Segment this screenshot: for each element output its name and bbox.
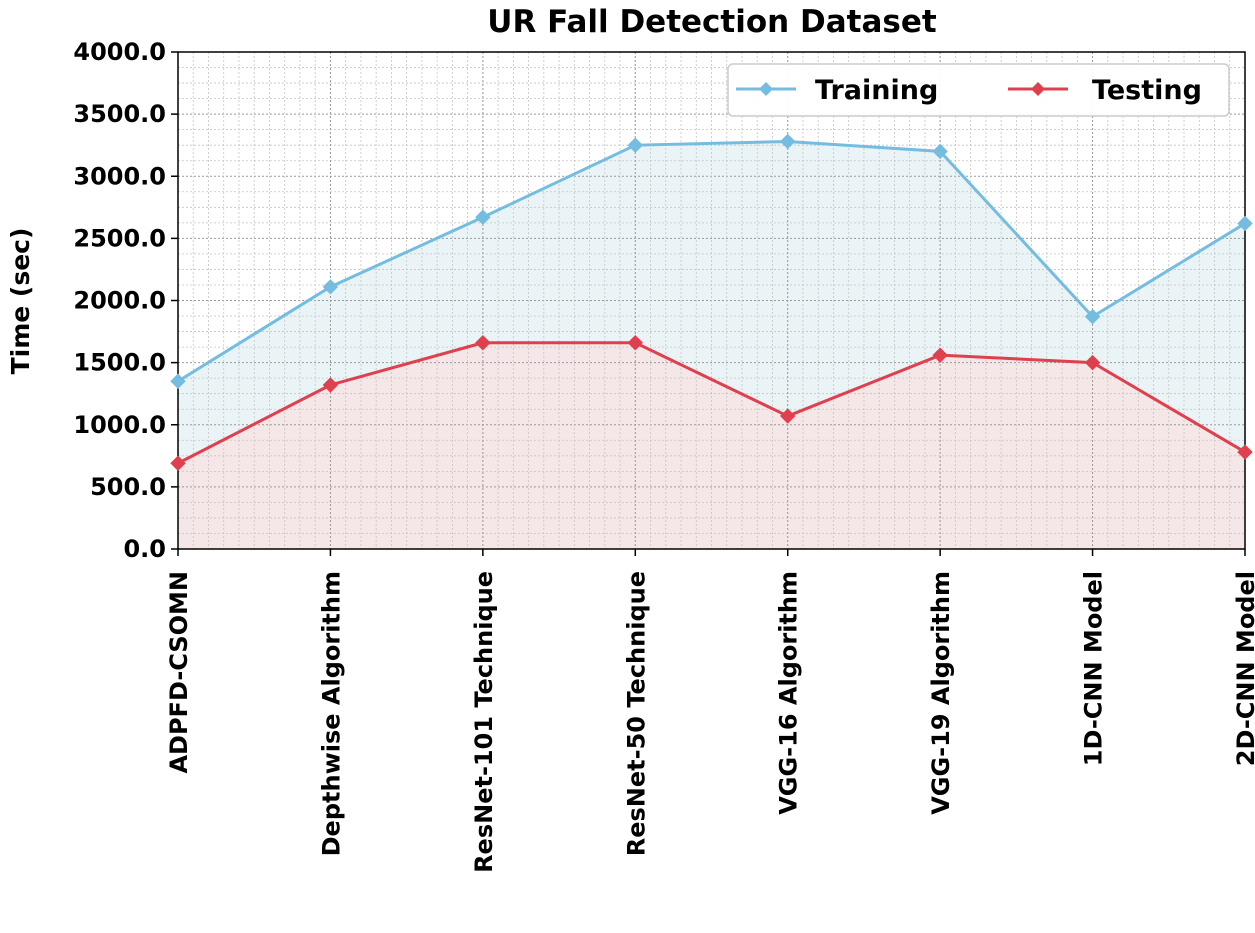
data-point-testing: [1237, 444, 1253, 460]
series-line-training: [177, 139, 1246, 383]
x-axis: ADPFD-CSOMN Depthwise Algorithm ResNet-101…: [165, 549, 1255, 873]
data-point-training: [475, 209, 491, 225]
y-tick-label: 4000.0: [73, 38, 166, 66]
y-tick-label: 0.0: [123, 535, 166, 563]
y-tick-label: 500.0: [90, 473, 166, 501]
y-tick-label: 1000.0: [73, 411, 166, 439]
legend-marker-testing: [1031, 82, 1045, 96]
data-point-training: [627, 137, 643, 153]
series-line-testing: [177, 341, 1246, 465]
y-tick-label: 2500.0: [73, 224, 166, 252]
y-tick-label: 3000.0: [73, 162, 166, 190]
data-point-training: [170, 373, 186, 389]
data-point-training: [1084, 308, 1101, 325]
data-point-testing: [1084, 354, 1101, 371]
y-tick-label: 3500.0: [73, 100, 166, 128]
x-tick-label: 2D-CNN Model: [1232, 571, 1255, 766]
grid-lines: [177, 51, 1246, 550]
x-tick-label: 1D-CNN Model: [1080, 571, 1108, 766]
chart-title: UR Fall Detection Dataset: [487, 4, 937, 40]
data-point-training: [780, 133, 796, 150]
data-point-testing: [170, 455, 186, 471]
x-tick-label: ResNet-101 Technique: [470, 571, 498, 873]
x-tick-label: ADPFD-CSOMN: [165, 571, 193, 774]
data-point-testing: [475, 335, 491, 351]
legend: Training Testing: [727, 63, 1230, 117]
y-axis-label: Time (sec): [6, 228, 35, 375]
y-axis: 0.0 500.0 1000.0 1500.0 2000.0 2500.0 3000.0 35…: [73, 38, 178, 563]
legend-marker-training: [759, 82, 773, 96]
legend-box: [727, 63, 1230, 117]
data-point-testing: [780, 408, 796, 424]
data-point-testing: [322, 377, 339, 393]
data-point-testing: [627, 335, 643, 351]
data-point-testing: [932, 347, 948, 363]
data-point-training: [322, 279, 339, 295]
x-tick-label: VGG-19 Algorithm: [927, 571, 955, 815]
y-tick-label: 1500.0: [73, 349, 166, 377]
legend-label-testing: Testing: [1092, 75, 1202, 106]
x-tick-label: VGG-16 Algorithm: [775, 571, 803, 815]
x-tick-label: ResNet-50 Technique: [622, 571, 650, 856]
y-tick-label: 2000.0: [73, 287, 166, 315]
series-lines: [170, 133, 1253, 471]
data-point-training: [1237, 215, 1253, 232]
x-tick-label: Depthwise Algorithm: [317, 571, 345, 856]
legend-label-training: Training: [815, 75, 938, 106]
data-point-training: [932, 143, 948, 160]
